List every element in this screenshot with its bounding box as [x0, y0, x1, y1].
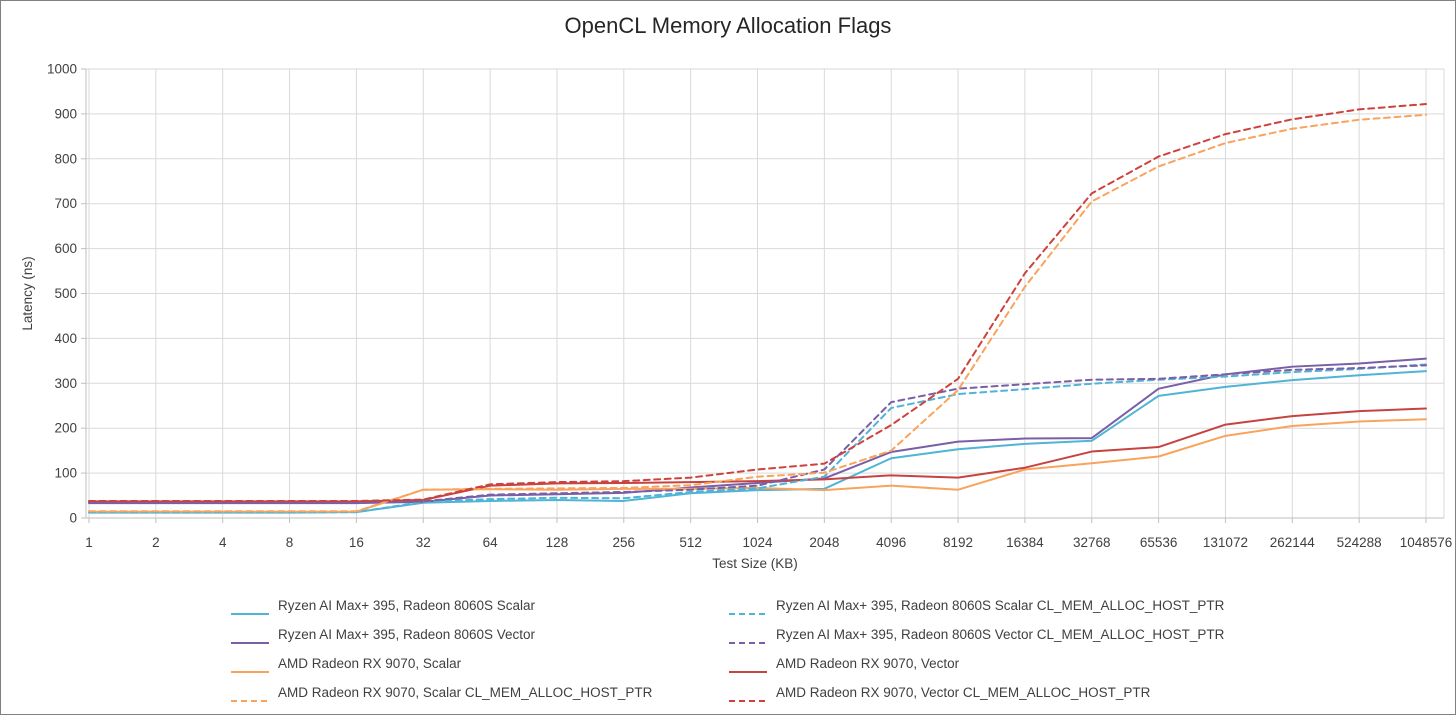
y-tick-label: 100	[54, 466, 77, 481]
plot-area: 0 100 200 300 400 500 600 700 800 900 1000 1 2 4 8 16 32…	[20, 62, 1453, 572]
x-tick-label: 16384	[1006, 535, 1044, 550]
legend-column-right: Ryzen AI Max+ 395, Radeon 8060S Scalar C…	[729, 591, 1224, 707]
x-axis-title: Test Size (KB)	[712, 556, 798, 571]
legend-swatch	[231, 691, 269, 702]
x-tick-label: 1024	[742, 535, 773, 550]
y-axis-title: Latency (ns)	[20, 256, 35, 330]
legend-swatch	[231, 633, 269, 644]
y-tick-label: 800	[54, 151, 77, 166]
legend-label: AMD Radeon RX 9070, Scalar CL_MEM_ALLOC_…	[278, 685, 653, 700]
legend-item-rx9070-scalar-hostptr: AMD Radeon RX 9070, Scalar CL_MEM_ALLOC_…	[231, 678, 652, 707]
legend-label: AMD Radeon RX 9070, Vector CL_MEM_ALLOC_…	[776, 685, 1151, 700]
legend-swatch	[729, 604, 767, 615]
x-tick-label: 32768	[1073, 535, 1111, 550]
x-tick-label: 16	[349, 535, 364, 550]
x-tick-label: 8192	[943, 535, 973, 550]
series-line-5	[88, 364, 1427, 504]
x-tick-label: 8	[286, 535, 294, 550]
x-tick-label: 32	[416, 535, 431, 550]
x-tick-label: 64	[483, 535, 499, 550]
legend-swatch	[729, 633, 767, 644]
x-tick-label: 2	[152, 535, 160, 550]
legend-item-rx9070-scalar: AMD Radeon RX 9070, Scalar	[231, 649, 652, 678]
legend-label: AMD Radeon RX 9070, Vector	[776, 656, 960, 671]
y-tick-label: 200	[54, 421, 77, 436]
legend-swatch	[231, 604, 269, 615]
x-tick-label: 1	[85, 535, 93, 550]
legend-item-8060s-vector-hostptr: Ryzen AI Max+ 395, Radeon 8060S Vector C…	[729, 620, 1224, 649]
legend-swatch	[729, 691, 767, 702]
legend-label: Ryzen AI Max+ 395, Radeon 8060S Scalar C…	[776, 598, 1225, 613]
y-tick-label: 500	[54, 286, 77, 301]
legend-label: Ryzen AI Max+ 395, Radeon 8060S Vector	[278, 627, 536, 642]
x-tick-label: 256	[613, 535, 636, 550]
legend-item-8060s-scalar-hostptr: Ryzen AI Max+ 395, Radeon 8060S Scalar C…	[729, 591, 1224, 620]
legend-label: AMD Radeon RX 9070, Scalar	[278, 656, 462, 671]
y-tick-label: 300	[54, 376, 77, 391]
x-tick-label: 4	[219, 535, 227, 550]
y-tick-label: 600	[54, 241, 77, 256]
x-tick-label: 512	[679, 535, 702, 550]
series-line-6	[88, 113, 1427, 513]
x-tick-label: 2048	[809, 535, 839, 550]
legend-item-rx9070-vector: AMD Radeon RX 9070, Vector	[729, 649, 1224, 678]
y-tick-label: 700	[54, 196, 77, 211]
legend-item-rx9070-vector-hostptr: AMD Radeon RX 9070, Vector CL_MEM_ALLOC_…	[729, 678, 1224, 707]
legend-label: Ryzen AI Max+ 395, Radeon 8060S Scalar	[278, 598, 536, 613]
y-tick-label: 1000	[47, 62, 77, 77]
y-tick-label: 400	[54, 331, 77, 346]
chart-title: OpenCL Memory Allocation Flags	[564, 13, 892, 38]
x-tick-label: 131072	[1203, 535, 1248, 550]
x-tick-label: 524288	[1337, 535, 1382, 550]
legend-item-8060s-scalar: Ryzen AI Max+ 395, Radeon 8060S Scalar	[231, 591, 652, 620]
x-tick-label: 1048576	[1400, 535, 1453, 550]
legend-label: Ryzen AI Max+ 395, Radeon 8060S Vector C…	[776, 627, 1225, 642]
y-tick-label: 900	[54, 106, 77, 121]
series-line-7	[88, 103, 1427, 502]
x-tick-label: 128	[546, 535, 569, 550]
legend-swatch	[231, 662, 269, 673]
legend-swatch	[729, 662, 767, 673]
legend-item-8060s-vector: Ryzen AI Max+ 395, Radeon 8060S Vector	[231, 620, 652, 649]
y-tick-label: 0	[69, 511, 77, 526]
legend-column-left: Ryzen AI Max+ 395, Radeon 8060S Scalar R…	[231, 591, 652, 707]
x-tick-label: 4096	[876, 535, 906, 550]
x-tick-label: 65536	[1140, 535, 1178, 550]
x-tick-label: 262144	[1270, 535, 1316, 550]
